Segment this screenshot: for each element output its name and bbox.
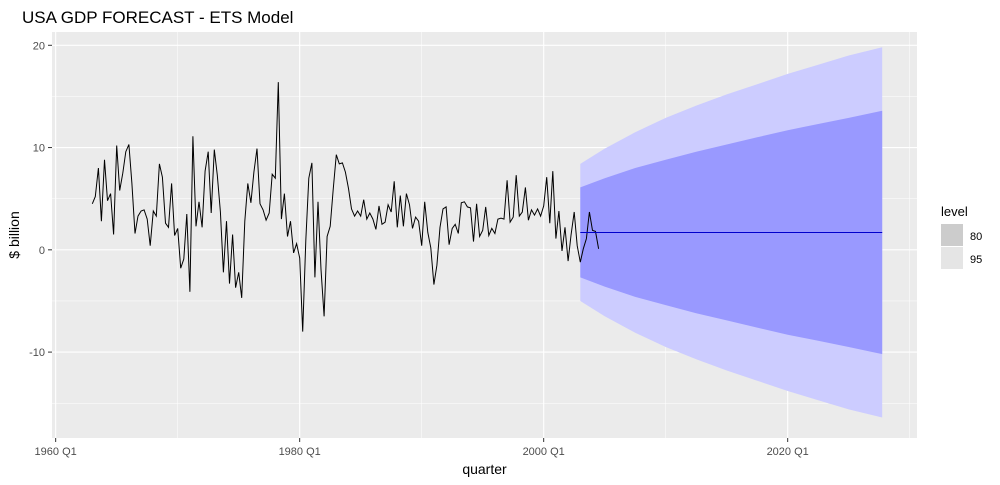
x-axis: 1960 Q1 1980 Q1 2000 Q1 2020 Q1 (35, 438, 809, 458)
legend-key-95 (941, 247, 963, 269)
x-tick-label: 1980 Q1 (279, 446, 321, 458)
y-axis: -10 0 10 20 (29, 40, 52, 359)
legend-label-95: 95 (970, 254, 982, 266)
y-axis-title: $ billion (6, 211, 22, 258)
legend-label-80: 80 (970, 231, 982, 243)
legend-key-80 (941, 224, 963, 246)
series-lines (91, 82, 883, 332)
legend: level 80 95 (941, 204, 982, 269)
y-tick-label: 0 (39, 245, 45, 257)
legend-title: level (941, 204, 968, 219)
y-tick-label: 20 (33, 40, 45, 52)
y-tick-label: 10 (33, 143, 45, 155)
x-tick-label: 2020 Q1 (767, 446, 809, 458)
actual-series-line (91, 82, 600, 332)
major-gridlines (52, 32, 917, 438)
x-axis-title: quarter (462, 461, 507, 477)
x-tick-label: 2000 Q1 (523, 446, 565, 458)
y-tick-label: -10 (29, 347, 45, 359)
x-tick-label: 1960 Q1 (35, 446, 77, 458)
chart-title: USA GDP FORECAST - ETS Model (22, 8, 293, 27)
